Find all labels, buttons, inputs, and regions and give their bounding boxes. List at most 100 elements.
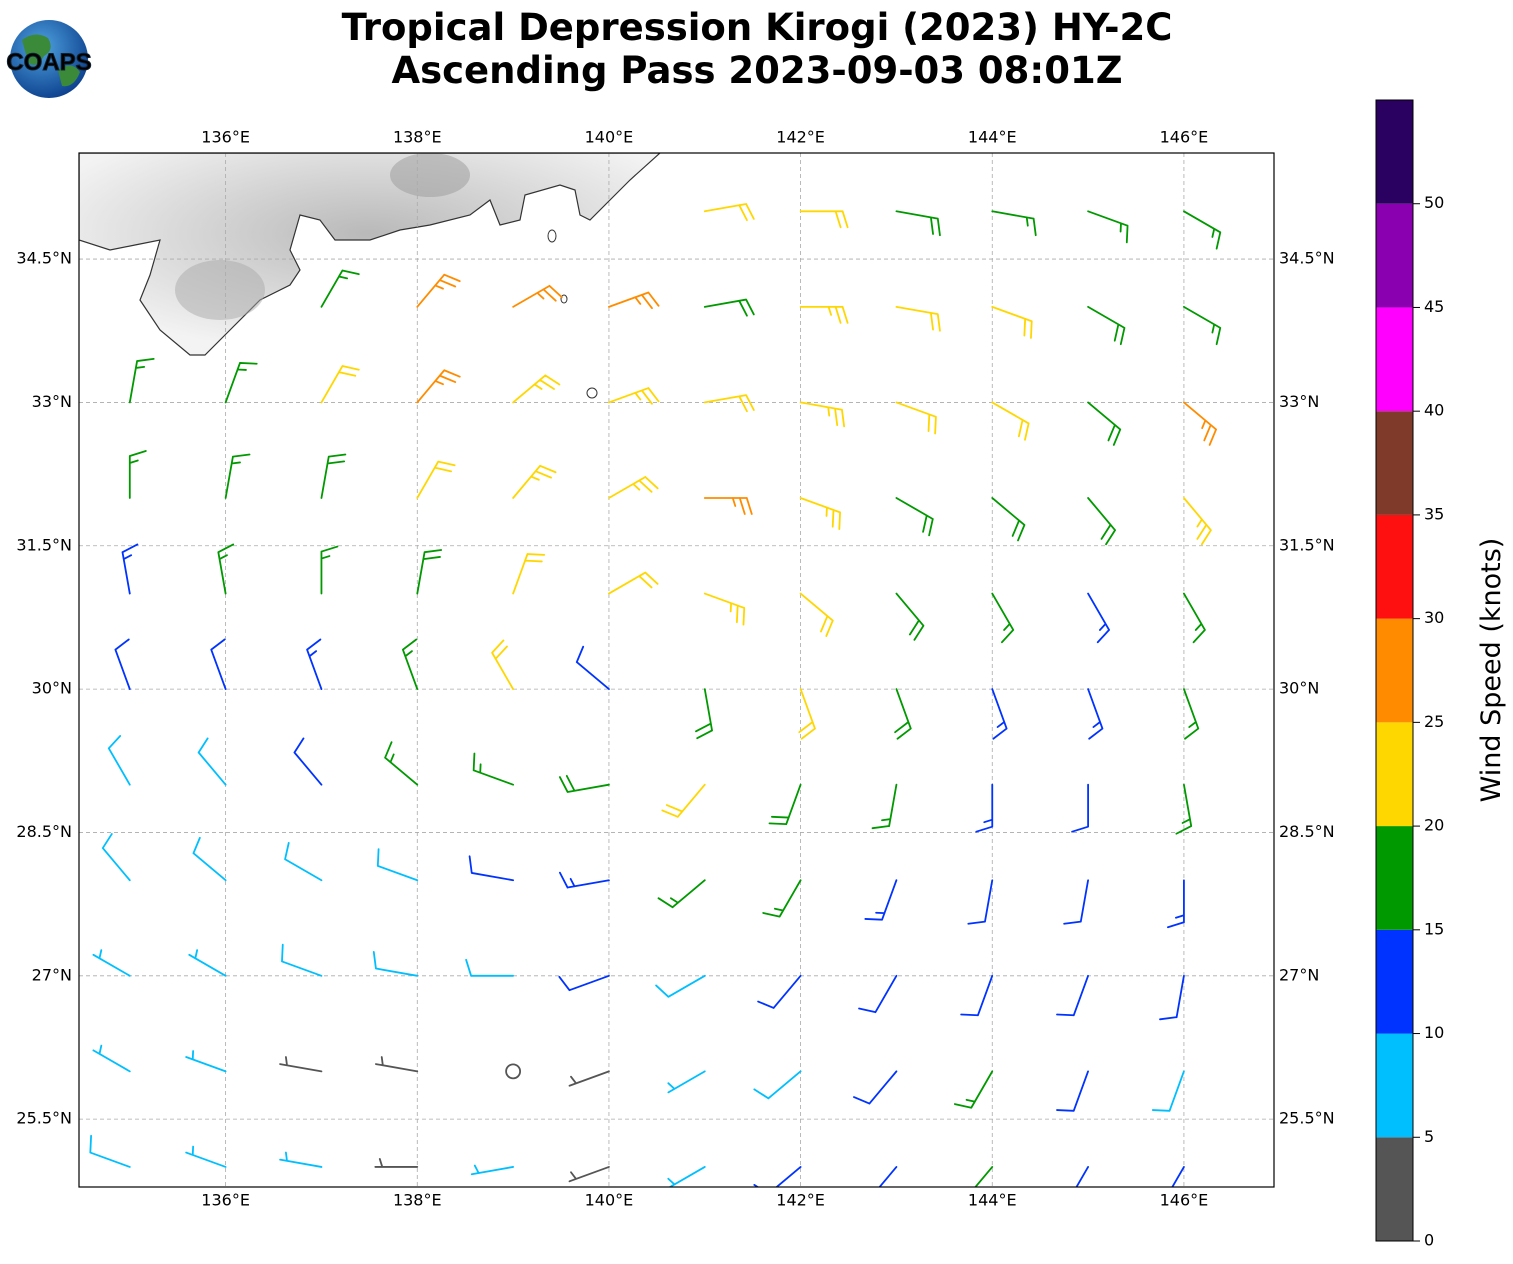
wind-barb bbox=[558, 871, 610, 889]
colorbar-segment bbox=[1376, 203, 1413, 308]
colorbar-tick-label: 30 bbox=[1424, 608, 1444, 627]
wind-barb bbox=[89, 1134, 131, 1168]
y-tick-label: 27°N bbox=[32, 965, 72, 984]
wind-barb bbox=[121, 543, 139, 595]
wind-barb bbox=[1175, 783, 1193, 835]
wind-barb bbox=[1151, 1070, 1185, 1112]
x-tick-label: 146°E bbox=[1160, 128, 1209, 147]
wind-barb bbox=[279, 1151, 323, 1168]
wind-barb bbox=[895, 497, 934, 537]
colorbar-segment bbox=[1376, 411, 1413, 515]
wind-barb bbox=[568, 1070, 610, 1087]
wind-barb bbox=[1056, 1070, 1089, 1112]
wind-barb bbox=[512, 374, 561, 404]
wind-barb bbox=[608, 571, 659, 595]
wind-barb bbox=[1087, 401, 1122, 446]
x-tick-label: 138°E bbox=[393, 1191, 442, 1210]
x-tick-label: 140°E bbox=[585, 128, 634, 147]
wind-barb bbox=[753, 1070, 802, 1100]
wind-barb bbox=[1071, 783, 1089, 833]
wind-barb bbox=[114, 638, 131, 691]
wind-barb bbox=[188, 949, 227, 977]
colorbar-tick-label: 45 bbox=[1424, 297, 1444, 316]
wind-barb bbox=[757, 974, 802, 1009]
wind-barb bbox=[284, 841, 323, 882]
y-tick-label: 28.5°N bbox=[16, 822, 72, 841]
wind-barb bbox=[101, 833, 131, 882]
wind-barb bbox=[128, 358, 155, 404]
colorbar-segment bbox=[1376, 307, 1413, 412]
wind-barb bbox=[512, 284, 563, 308]
wind-barb bbox=[1087, 688, 1104, 740]
barbs bbox=[89, 203, 1222, 1187]
colorbar-segment bbox=[1376, 618, 1413, 723]
wind-barb bbox=[1087, 497, 1116, 546]
y-tick-label: 25.5°N bbox=[1279, 1109, 1335, 1128]
wind-barb bbox=[512, 464, 557, 499]
x-tick-label: 142°E bbox=[776, 1191, 825, 1210]
x-tick-label: 146°E bbox=[1160, 1191, 1209, 1210]
wind-barb bbox=[375, 1056, 419, 1073]
colorbar-tick-label: 10 bbox=[1424, 1023, 1444, 1042]
wind-barb bbox=[954, 1070, 994, 1109]
wind-barb bbox=[608, 291, 660, 310]
wind-barb bbox=[871, 783, 898, 830]
x-tick-label: 136°E bbox=[201, 1191, 250, 1210]
wind-barb bbox=[1171, 1166, 1185, 1187]
wind-barb bbox=[320, 545, 339, 595]
colorbar-tick-label: 15 bbox=[1424, 919, 1444, 938]
wind-barb bbox=[491, 639, 515, 691]
x-tick-label: 142°E bbox=[776, 128, 825, 147]
wind-barb bbox=[799, 210, 849, 229]
wind-barb bbox=[1087, 210, 1129, 244]
wind-barb bbox=[799, 305, 849, 324]
colorbar-segment bbox=[1376, 722, 1413, 827]
colorbar-segment bbox=[1376, 1137, 1413, 1241]
wind-barb bbox=[217, 543, 235, 595]
wind-barb bbox=[1183, 305, 1222, 346]
title-line: Tropical Depression Kirogi (2023) HY-2C bbox=[342, 6, 1173, 49]
wind-barb bbox=[224, 453, 251, 499]
colorbar: 0 5 10 15 20 25 30 35 40 45 50 bbox=[1375, 99, 1444, 1250]
x-tick-label: 138°E bbox=[393, 128, 442, 147]
wind-barb bbox=[416, 549, 443, 595]
wind-barb bbox=[376, 848, 419, 882]
wind-barb bbox=[558, 974, 610, 992]
wind-barb bbox=[92, 1044, 131, 1073]
wind-barb bbox=[991, 305, 1033, 339]
colorbar-tick-label: 25 bbox=[1424, 712, 1444, 731]
map-frame bbox=[78, 152, 1275, 1188]
wind-barb bbox=[468, 855, 515, 882]
wind-barb bbox=[799, 401, 846, 428]
wind-barb bbox=[384, 741, 419, 786]
colorbar-segment bbox=[1376, 929, 1413, 1034]
wind-barb bbox=[1183, 688, 1200, 740]
y-tick-label: 27°N bbox=[1279, 965, 1319, 984]
colorbar-tick-label: 40 bbox=[1424, 401, 1444, 420]
wind-barb bbox=[703, 592, 746, 626]
colorbar-tick-label: 20 bbox=[1424, 816, 1444, 835]
y-tick-label: 25.5°N bbox=[16, 1109, 72, 1128]
wind-barb bbox=[798, 688, 816, 740]
logo: COAPS bbox=[6, 20, 92, 98]
wind-barb bbox=[1159, 974, 1185, 1021]
wind-barb bbox=[320, 365, 360, 404]
wind-barb bbox=[279, 1056, 323, 1073]
wind-barb bbox=[1183, 401, 1217, 446]
wind-barb bbox=[703, 394, 755, 413]
wind-barb bbox=[210, 638, 227, 691]
wind-barb bbox=[575, 645, 610, 691]
colorbar-segment bbox=[1376, 514, 1413, 619]
wind-barb bbox=[372, 950, 419, 977]
y-tick-label: 28.5°N bbox=[1279, 822, 1335, 841]
wind-barb bbox=[608, 476, 659, 499]
y-tick-label: 33°N bbox=[32, 392, 72, 411]
wind-barb bbox=[472, 752, 515, 786]
logo-text: COAPS bbox=[6, 49, 91, 76]
wind-barb bbox=[306, 638, 323, 691]
wind-barb bbox=[1087, 592, 1110, 644]
wind-barb bbox=[465, 958, 515, 977]
wind-barb bbox=[768, 783, 802, 826]
wind-barb bbox=[864, 879, 898, 921]
wind-barb bbox=[416, 460, 456, 499]
